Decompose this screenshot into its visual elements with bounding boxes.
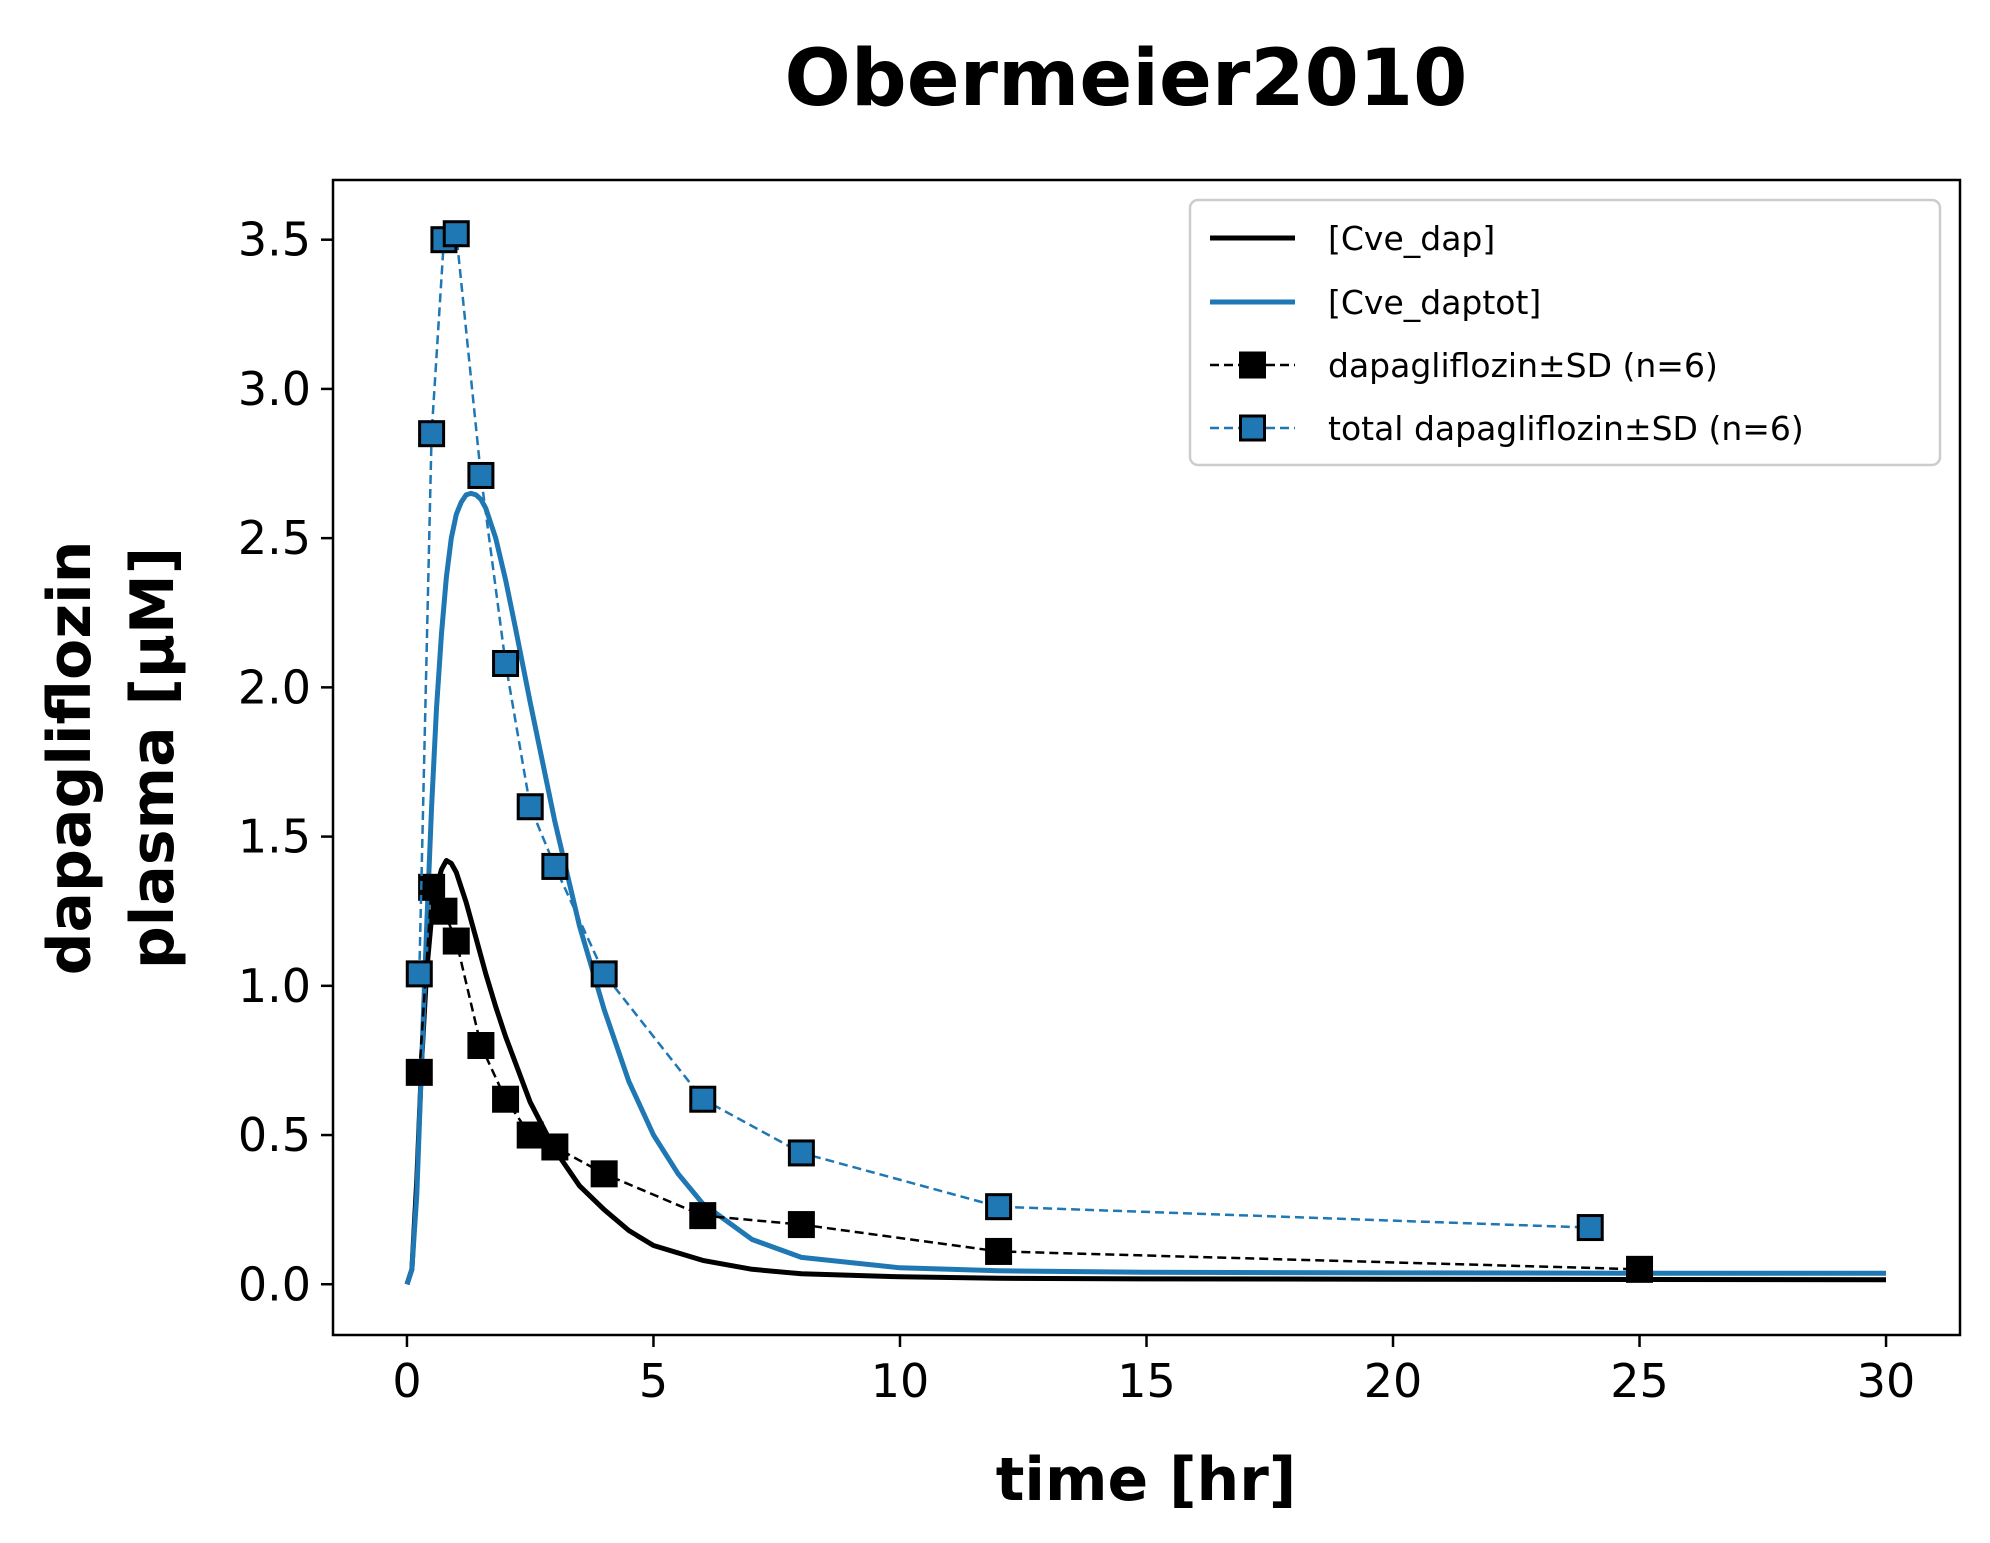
- y-tick-label: 0.5: [238, 1108, 311, 1162]
- data-point: [442, 927, 470, 955]
- data-point: [418, 873, 446, 901]
- x-tick-label: 5: [639, 1354, 668, 1408]
- legend-swatch-marker: [1239, 351, 1266, 379]
- x-tick-label: 15: [1117, 1354, 1176, 1408]
- data-point: [689, 1202, 717, 1230]
- y-axis-ticks: 0.0 0.5 1.0 1.5 2.0 2.5 3.0 3.5: [238, 213, 333, 1311]
- data-point: [492, 1085, 520, 1113]
- data-point: [516, 1121, 544, 1149]
- data-point: [689, 1085, 717, 1113]
- series-line-1: [404, 490, 1886, 1286]
- y-tick-label: 2.5: [238, 511, 311, 565]
- y-axis-label: dapagliflozin plasma [µM]: [35, 541, 188, 976]
- data-point: [590, 960, 618, 988]
- legend-swatch-marker: [1239, 414, 1266, 442]
- data-point: [405, 1058, 433, 1086]
- y-tick-label: 3.5: [238, 213, 311, 267]
- x-axis-ticks: 0 5 10 15 20 25 30: [392, 1335, 1915, 1408]
- legend: [Cve_dap] [Cve_daptot] dapagliflozin±SD (n…: [1188, 198, 1942, 467]
- legend-label: dapagliflozin±SD (n=6): [1328, 346, 1718, 385]
- y-axis-label-line-1: dapagliflozin: [35, 541, 105, 976]
- x-tick-label: 25: [1610, 1354, 1669, 1408]
- chart-title: Obermeier2010: [785, 34, 1468, 124]
- series-line-0: [404, 858, 1887, 1286]
- data-point: [1626, 1255, 1654, 1283]
- data-point: [787, 1211, 815, 1239]
- data-point: [516, 793, 544, 821]
- series-connector-2: [418, 882, 1640, 1271]
- y-tick-label: 0.0: [238, 1257, 311, 1311]
- data-point: [985, 1193, 1013, 1221]
- data-point: [405, 960, 433, 988]
- data-point: [467, 1032, 495, 1060]
- x-axis-label: time [hr]: [996, 1445, 1297, 1515]
- data-point: [590, 1160, 618, 1188]
- plot-area: 0 5 10 15 20 25 30 0.0 0.5 1.0 1.5 2.0 2.5 3.0 3.5: [238, 178, 1962, 1408]
- y-tick-label: 2.0: [238, 660, 311, 714]
- y-tick-label: 1.0: [238, 959, 311, 1013]
- x-tick-label: 0: [392, 1354, 421, 1408]
- data-point: [541, 852, 569, 880]
- data-point: [1576, 1214, 1604, 1242]
- x-tick-label: 30: [1857, 1354, 1916, 1408]
- legend-label: [Cve_daptot]: [1328, 283, 1541, 322]
- data-point: [492, 649, 520, 677]
- series-layer: [404, 220, 1887, 1286]
- x-tick-label: 10: [871, 1354, 930, 1408]
- legend-label: [Cve_dap]: [1328, 219, 1495, 258]
- legend-frame: [1188, 198, 1942, 467]
- y-tick-label: 1.5: [238, 810, 311, 864]
- y-axis-label-line-2: plasma [µM]: [118, 547, 188, 969]
- data-point: [541, 1133, 569, 1161]
- y-tick-label: 3.0: [238, 362, 311, 416]
- data-point: [430, 897, 458, 925]
- x-tick-label: 20: [1364, 1354, 1423, 1408]
- data-point: [418, 420, 446, 448]
- legend-items: [Cve_dap] [Cve_daptot] dapagliflozin±SD (n…: [1210, 219, 1804, 448]
- data-point: [467, 461, 495, 489]
- data-point: [985, 1237, 1013, 1265]
- data-point: [787, 1139, 815, 1167]
- legend-label: total dapagliflozin±SD (n=6): [1328, 409, 1804, 448]
- data-point: [442, 220, 470, 248]
